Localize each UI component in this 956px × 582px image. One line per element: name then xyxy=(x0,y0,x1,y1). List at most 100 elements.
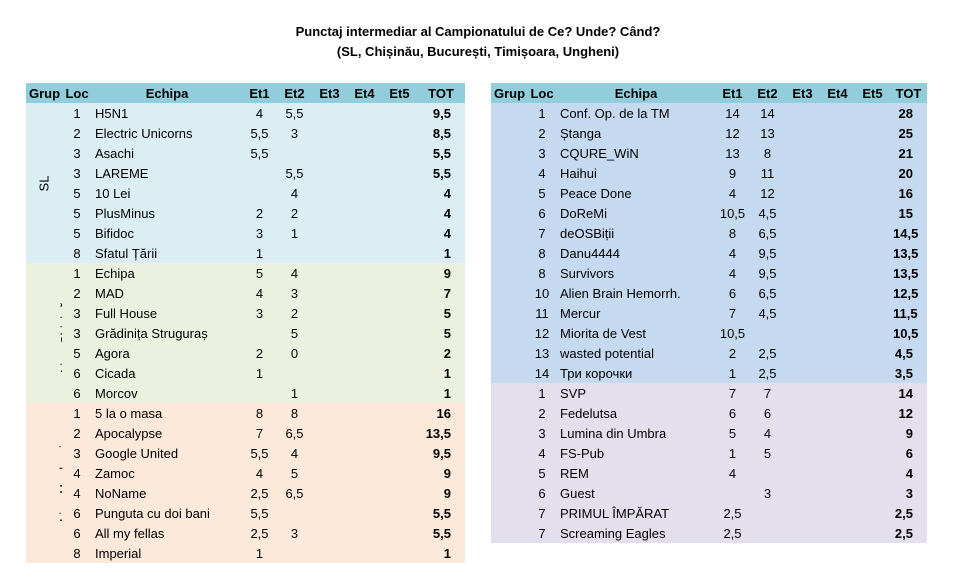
team-name-cell: Google United xyxy=(92,443,242,463)
et5-cell xyxy=(855,363,890,383)
et1-cell: 4 xyxy=(242,463,277,483)
et4-cell xyxy=(820,123,855,143)
et1-cell: 5,5 xyxy=(242,123,277,143)
table-row: 7 deOSBiții 8 6,5 14,5 xyxy=(491,223,927,243)
et3-cell xyxy=(312,143,347,163)
et5-cell xyxy=(855,103,890,123)
et5-cell xyxy=(382,143,417,163)
team-name-cell: SVP xyxy=(557,383,715,403)
loc-cell: 4 xyxy=(527,163,557,183)
header-tot: TOT xyxy=(890,83,927,103)
et5-cell xyxy=(382,363,417,383)
loc-cell: 6 xyxy=(527,483,557,503)
total-cell: 2,5 xyxy=(890,523,927,543)
et4-cell xyxy=(820,303,855,323)
team-name-cell: Imperial xyxy=(92,543,242,563)
total-cell: 21 xyxy=(890,143,927,163)
et2-cell xyxy=(277,543,312,563)
et1-cell: 1 xyxy=(715,363,750,383)
et5-cell xyxy=(855,163,890,183)
et4-cell xyxy=(820,483,855,503)
loc-cell: 5 xyxy=(62,203,92,223)
et2-cell: 0 xyxy=(277,343,312,363)
loc-cell: 4 xyxy=(62,483,92,503)
et4-cell xyxy=(347,103,382,123)
et4-cell xyxy=(820,243,855,263)
table-row: 6 All my fellas 2,5 3 5,5 xyxy=(26,523,465,543)
et2-cell xyxy=(750,503,785,523)
loc-cell: 3 xyxy=(62,143,92,163)
et5-cell xyxy=(382,183,417,203)
loc-cell: 11 xyxy=(527,303,557,323)
team-name-cell: 10 Lei xyxy=(92,183,242,203)
et1-cell xyxy=(242,183,277,203)
et5-cell xyxy=(855,143,890,163)
table-row: 7 PRIMUL ÎMPĂRAT 2,5 2,5 xyxy=(491,503,927,523)
team-name-cell: Haihui xyxy=(557,163,715,183)
et2-cell xyxy=(750,323,785,343)
et1-cell: 9 xyxy=(715,163,750,183)
et1-cell: 3 xyxy=(242,223,277,243)
loc-cell: 3 xyxy=(62,163,92,183)
loc-cell: 7 xyxy=(527,503,557,523)
et4-cell xyxy=(820,443,855,463)
total-cell: 13,5 xyxy=(890,263,927,283)
et3-cell xyxy=(785,183,820,203)
et3-cell xyxy=(312,263,347,283)
et4-cell xyxy=(820,103,855,123)
et3-cell xyxy=(785,343,820,363)
et5-cell xyxy=(382,543,417,563)
et2-cell: 6 xyxy=(750,403,785,423)
et3-cell xyxy=(785,523,820,543)
total-cell: 14,5 xyxy=(890,223,927,243)
et2-cell: 5,5 xyxy=(277,163,312,183)
header-et1: Et1 xyxy=(242,83,277,103)
et3-cell xyxy=(312,203,347,223)
et1-cell: 12 xyxy=(715,123,750,143)
total-cell: 16 xyxy=(417,403,465,423)
et2-cell: 8 xyxy=(277,403,312,423)
et1-cell: 8 xyxy=(715,223,750,243)
team-name-cell: Fedelutsa xyxy=(557,403,715,423)
loc-cell: 6 xyxy=(62,383,92,403)
et5-cell xyxy=(382,283,417,303)
et3-cell xyxy=(312,363,347,383)
total-cell: 6 xyxy=(890,443,927,463)
total-cell: 5,5 xyxy=(417,523,465,543)
loc-cell: 4 xyxy=(527,443,557,463)
et4-cell xyxy=(347,323,382,343)
table-row: 5 Agora 2 0 2 xyxy=(26,343,465,363)
et1-cell xyxy=(715,483,750,503)
loc-cell: 8 xyxy=(527,243,557,263)
table-row: Liga București 1 SVP 7 7 14 xyxy=(491,383,927,543)
et5-cell xyxy=(382,123,417,143)
header-et5: Et5 xyxy=(855,83,890,103)
table-row: 8 Sfatul Țării 1 1 xyxy=(26,243,465,263)
table-row: 4 Haihui 9 11 20 xyxy=(491,163,927,183)
et1-cell: 5,5 xyxy=(242,143,277,163)
et2-cell: 3 xyxy=(277,123,312,143)
et3-cell xyxy=(312,423,347,443)
et3-cell xyxy=(312,523,347,543)
loc-cell: 7 xyxy=(527,523,557,543)
et1-cell xyxy=(242,383,277,403)
et4-cell xyxy=(820,503,855,523)
table-row: 2 Electric Unicorns 5,5 3 8,5 xyxy=(26,123,465,143)
header-row: Grup Loc Echipa Et1 Et2 Et3 Et4 Et5 TOT xyxy=(491,83,927,103)
et1-cell: 1 xyxy=(242,543,277,563)
table-row: 10 Alien Brain Hemorrh. 6 6,5 12,5 xyxy=(491,283,927,303)
et2-cell xyxy=(750,463,785,483)
team-name-cell: Cicada xyxy=(92,363,242,383)
team-name-cell: NoName xyxy=(92,483,242,503)
et2-cell: 4,5 xyxy=(750,303,785,323)
et4-cell xyxy=(820,283,855,303)
et4-cell xyxy=(820,263,855,283)
group-cell: SL xyxy=(26,103,62,263)
team-name-cell: Guest xyxy=(557,483,715,503)
et2-cell: 4,5 xyxy=(750,203,785,223)
et3-cell xyxy=(312,343,347,363)
table-row: 4 FS-Pub 1 5 6 xyxy=(491,443,927,463)
et2-cell: 13 xyxy=(750,123,785,143)
et4-cell xyxy=(820,383,855,403)
et5-cell xyxy=(382,303,417,323)
